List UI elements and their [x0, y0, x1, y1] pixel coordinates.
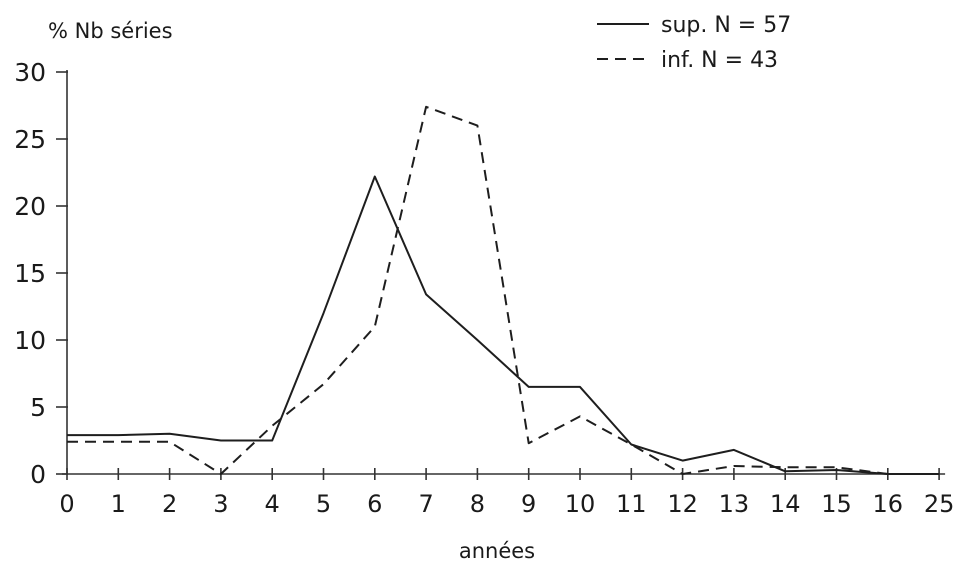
x-tick-label: 3 [213, 490, 228, 518]
x-axis-title: années [459, 539, 535, 563]
x-tick-label: 10 [565, 490, 596, 518]
y-axis-title: % Nb séries [48, 19, 173, 43]
series-line-inf [67, 105, 940, 475]
y-tick-label: 30 [14, 58, 46, 87]
series-line-sup [67, 175, 940, 475]
x-tick-label: 14 [770, 490, 801, 518]
x-tick-label: 11 [616, 490, 647, 518]
x-tick-label: 12 [667, 490, 698, 518]
x-tick-label: 6 [367, 490, 382, 518]
axes [62, 70, 946, 475]
x-tick-label: 1 [111, 490, 126, 518]
y-tick-label: 5 [30, 393, 46, 422]
y-tick-label: 0 [30, 460, 46, 489]
y-tick-label: 10 [14, 326, 46, 355]
x-tick-label: 8 [470, 490, 485, 518]
x-tick-label: 2 [162, 490, 177, 518]
x-tick-label: 9 [521, 490, 536, 518]
x-tick-label: 15 [821, 490, 852, 518]
x-tick-label: 7 [418, 490, 433, 518]
series-lines [66, 105, 940, 475]
y-axis-ticks: 0 5 10 15 20 25 30 [14, 58, 68, 489]
x-axis-ticks: 0 1 2 3 4 5 6 7 8 9 10 11 12 13 14 15 16 25 [59, 468, 954, 518]
y-tick-label: 25 [14, 125, 46, 154]
x-tick-label: 25 [924, 490, 955, 518]
legend-label: inf. N = 43 [661, 48, 778, 73]
x-tick-label: 16 [873, 490, 904, 518]
x-tick-label: 0 [59, 490, 74, 518]
x-tick-label: 13 [719, 490, 750, 518]
legend-label: sup. N = 57 [661, 13, 791, 38]
y-tick-label: 20 [14, 192, 46, 221]
x-tick-label: 5 [316, 490, 331, 518]
legend: sup. N = 57 inf. N = 43 [597, 13, 791, 73]
y-tick-label: 15 [14, 259, 46, 288]
x-tick-label: 4 [265, 490, 280, 518]
